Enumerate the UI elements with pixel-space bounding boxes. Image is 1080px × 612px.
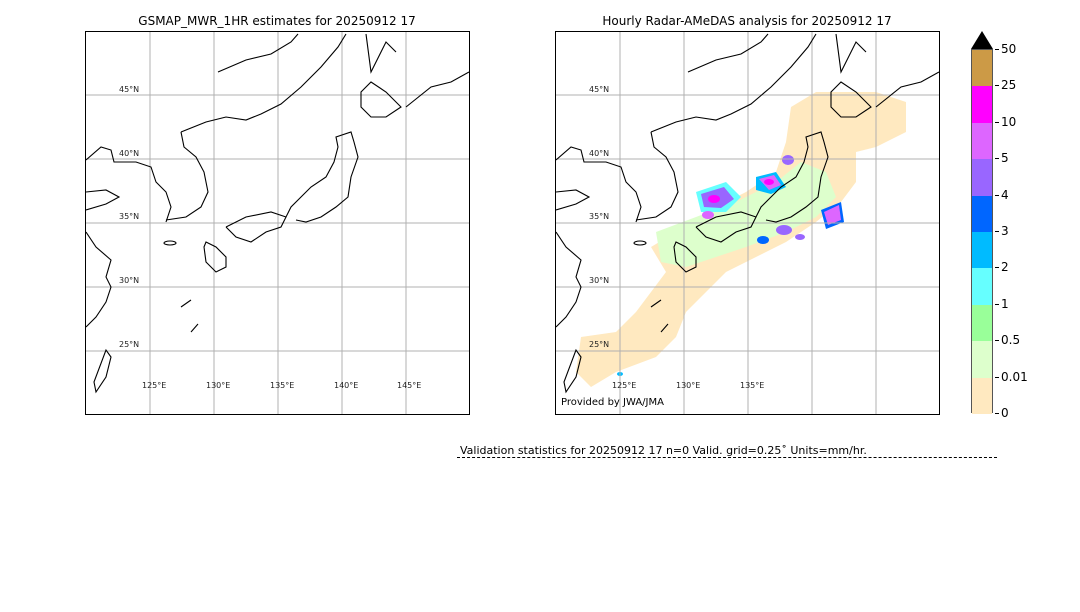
left-lat-label-40: 40°N — [119, 149, 140, 158]
colorbar — [971, 49, 993, 414]
left-lat-label-45: 45°N — [119, 85, 140, 94]
colorbar-label-50: 50 — [994, 42, 1017, 56]
colorbar-seg-5-10 — [972, 122, 992, 160]
validation-divider — [457, 457, 997, 458]
colorbar-label-2: 2 — [995, 260, 1009, 274]
left-map-graphic — [86, 32, 469, 414]
data-credit: Provided by JWA/JMA — [561, 397, 664, 408]
right-lat-label-40: 40°N — [589, 149, 610, 158]
left-lon-label-140: 140°E — [334, 381, 359, 390]
right-lat-label-30: 30°N — [589, 276, 610, 285]
colorbar-label-0.01: 0.01 — [995, 370, 1028, 384]
precipitation-field — [576, 92, 906, 387]
colorbar-label-3: 3 — [995, 224, 1009, 238]
colorbar-label-25: 25 — [994, 78, 1017, 92]
left-lon-label-145: 145°E — [397, 381, 422, 390]
left-lon-label-135: 135°E — [270, 381, 295, 390]
right-lon-label-135: 135°E — [740, 381, 765, 390]
left-map — [85, 31, 470, 415]
colorbar-label-5: 5 — [995, 151, 1009, 165]
colorbar-label-1: 1 — [995, 297, 1009, 311]
colorbar-seg-10-25 — [972, 86, 992, 123]
right-lat-label-35: 35°N — [589, 212, 610, 221]
colorbar-label-0: 0 — [995, 406, 1009, 420]
coastline — [86, 33, 469, 394]
right-map: Provided by JWA/JMA — [555, 31, 940, 415]
right-lon-label-125: 125°E — [612, 381, 637, 390]
colorbar-seg-0.5-1 — [972, 304, 992, 342]
colorbar-seg-0.01-0.5 — [972, 341, 992, 378]
left-map-title: GSMAP_MWR_1HR estimates for 20250912 17 — [138, 14, 416, 28]
right-lat-label-45: 45°N — [589, 85, 610, 94]
colorbar-extend-arrow — [971, 31, 993, 49]
validation-statistics: Validation statistics for 20250912 17 n=… — [460, 444, 867, 457]
colorbar-label-0.5: 0.5 — [994, 333, 1021, 347]
colorbar-seg-0-0.01 — [972, 377, 992, 414]
left-lat-label-25: 25°N — [119, 340, 140, 349]
right-lat-label-25: 25°N — [589, 340, 610, 349]
colorbar-seg-3-4 — [972, 195, 992, 232]
left-lat-label-30: 30°N — [119, 276, 140, 285]
colorbar-seg-25-50 — [972, 50, 992, 87]
colorbar-seg-4-5 — [972, 159, 992, 196]
colorbar-seg-1-2 — [972, 268, 992, 305]
colorbar-seg-2-3 — [972, 232, 992, 269]
coastline — [556, 33, 939, 394]
left-lon-label-130: 130°E — [206, 381, 231, 390]
left-lon-label-125: 125°E — [142, 381, 167, 390]
right-map-graphic — [556, 32, 939, 414]
right-lon-label-130: 130°E — [676, 381, 701, 390]
colorbar-label-10: 10 — [994, 115, 1017, 129]
left-lat-label-35: 35°N — [119, 212, 140, 221]
colorbar-label-4: 4 — [995, 188, 1009, 202]
right-map-title: Hourly Radar-AMeDAS analysis for 2025091… — [602, 14, 892, 28]
